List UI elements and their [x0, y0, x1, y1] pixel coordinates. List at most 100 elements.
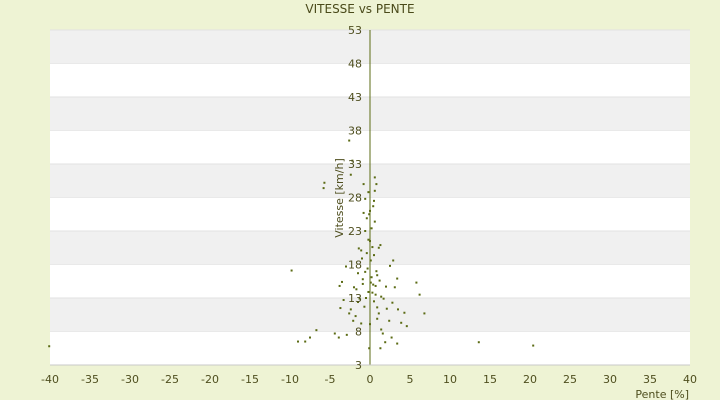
data-point: [365, 217, 368, 220]
data-point: [385, 285, 387, 288]
data-point: [322, 187, 325, 190]
data-point: [380, 328, 383, 331]
data-point: [389, 264, 391, 267]
data-point: [372, 205, 375, 208]
x-tick-label: 35: [643, 373, 657, 386]
data-point: [392, 259, 395, 262]
data-point: [351, 159, 354, 162]
data-point: [352, 319, 355, 322]
data-point: [342, 299, 345, 302]
data-point: [371, 246, 374, 249]
data-point: [373, 220, 376, 223]
data-point: [377, 246, 380, 249]
data-point: [366, 267, 369, 270]
data-point: [360, 322, 363, 325]
data-point: [361, 278, 364, 281]
data-point: [379, 244, 382, 247]
data-point: [369, 259, 372, 262]
y-tick-label: 18: [348, 259, 362, 272]
data-point: [532, 344, 535, 347]
x-tick-label: -35: [81, 373, 99, 386]
data-point: [48, 345, 51, 348]
data-point: [373, 176, 376, 179]
y-tick-label: 3: [355, 359, 362, 372]
y-tick-label: 38: [348, 125, 362, 138]
data-point: [360, 249, 363, 252]
data-point: [400, 321, 403, 324]
data-point: [348, 312, 351, 315]
data-point: [393, 286, 396, 289]
data-point: [423, 312, 426, 315]
x-tick-label: 0: [367, 373, 374, 386]
data-point: [378, 279, 381, 282]
data-point: [369, 281, 372, 284]
data-point: [384, 341, 387, 344]
x-tick-label: 25: [563, 373, 577, 386]
data-point: [345, 265, 347, 268]
data-point: [375, 270, 378, 273]
data-point: [382, 297, 385, 300]
data-point: [385, 307, 388, 310]
data-point: [381, 332, 384, 335]
data-point: [369, 323, 371, 326]
data-point: [354, 315, 357, 318]
data-point: [375, 183, 378, 186]
data-point: [373, 300, 375, 303]
data-point: [333, 332, 336, 335]
x-tick-label: 20: [523, 373, 537, 386]
data-point: [390, 336, 393, 339]
x-tick-label: -30: [121, 373, 139, 386]
data-point: [355, 288, 358, 291]
data-point: [367, 238, 370, 241]
y-tick-label: 8: [355, 326, 362, 339]
data-point: [403, 311, 406, 314]
data-point: [370, 227, 373, 230]
data-point: [365, 297, 367, 299]
data-point: [418, 293, 421, 296]
x-tick-label: 15: [483, 373, 497, 386]
data-points: [48, 139, 535, 350]
y-tick-label: 28: [348, 192, 362, 205]
data-point: [368, 347, 371, 350]
data-point: [304, 340, 307, 343]
data-point: [396, 277, 399, 280]
data-point: [357, 301, 359, 304]
x-tick-label: 10: [443, 373, 457, 386]
data-point: [361, 257, 363, 260]
y-axis-label: Vitesse [km/h]: [333, 158, 346, 238]
x-tick-label: -5: [325, 373, 336, 386]
data-point: [371, 291, 374, 294]
x-tick-label: 40: [683, 373, 697, 386]
data-point: [374, 293, 377, 296]
data-point: [391, 301, 394, 304]
x-tick-label: -15: [241, 373, 259, 386]
data-point: [364, 270, 367, 273]
data-point: [297, 340, 299, 343]
data-point: [349, 173, 352, 176]
data-point: [369, 240, 371, 243]
y-tick-label: 13: [348, 292, 362, 305]
y-tick-label: 33: [348, 158, 362, 171]
data-point: [376, 306, 379, 309]
data-point: [323, 181, 326, 184]
y-tick-label: 43: [348, 91, 362, 104]
x-axis-label: Pente [%]: [635, 388, 689, 400]
x-tick-label: -40: [41, 373, 59, 386]
x-tick-label: -20: [201, 373, 219, 386]
data-point: [358, 297, 361, 300]
data-point: [396, 342, 399, 345]
data-point: [345, 333, 348, 336]
data-point: [353, 286, 355, 289]
data-point: [388, 319, 391, 322]
data-point: [364, 230, 367, 232]
data-point: [376, 274, 379, 277]
data-point: [379, 347, 382, 350]
data-point: [309, 336, 311, 339]
data-point: [365, 252, 368, 255]
data-point: [337, 336, 340, 339]
x-tick-label: 5: [407, 373, 414, 386]
data-point: [315, 329, 318, 332]
x-tick-label: 30: [603, 373, 617, 386]
